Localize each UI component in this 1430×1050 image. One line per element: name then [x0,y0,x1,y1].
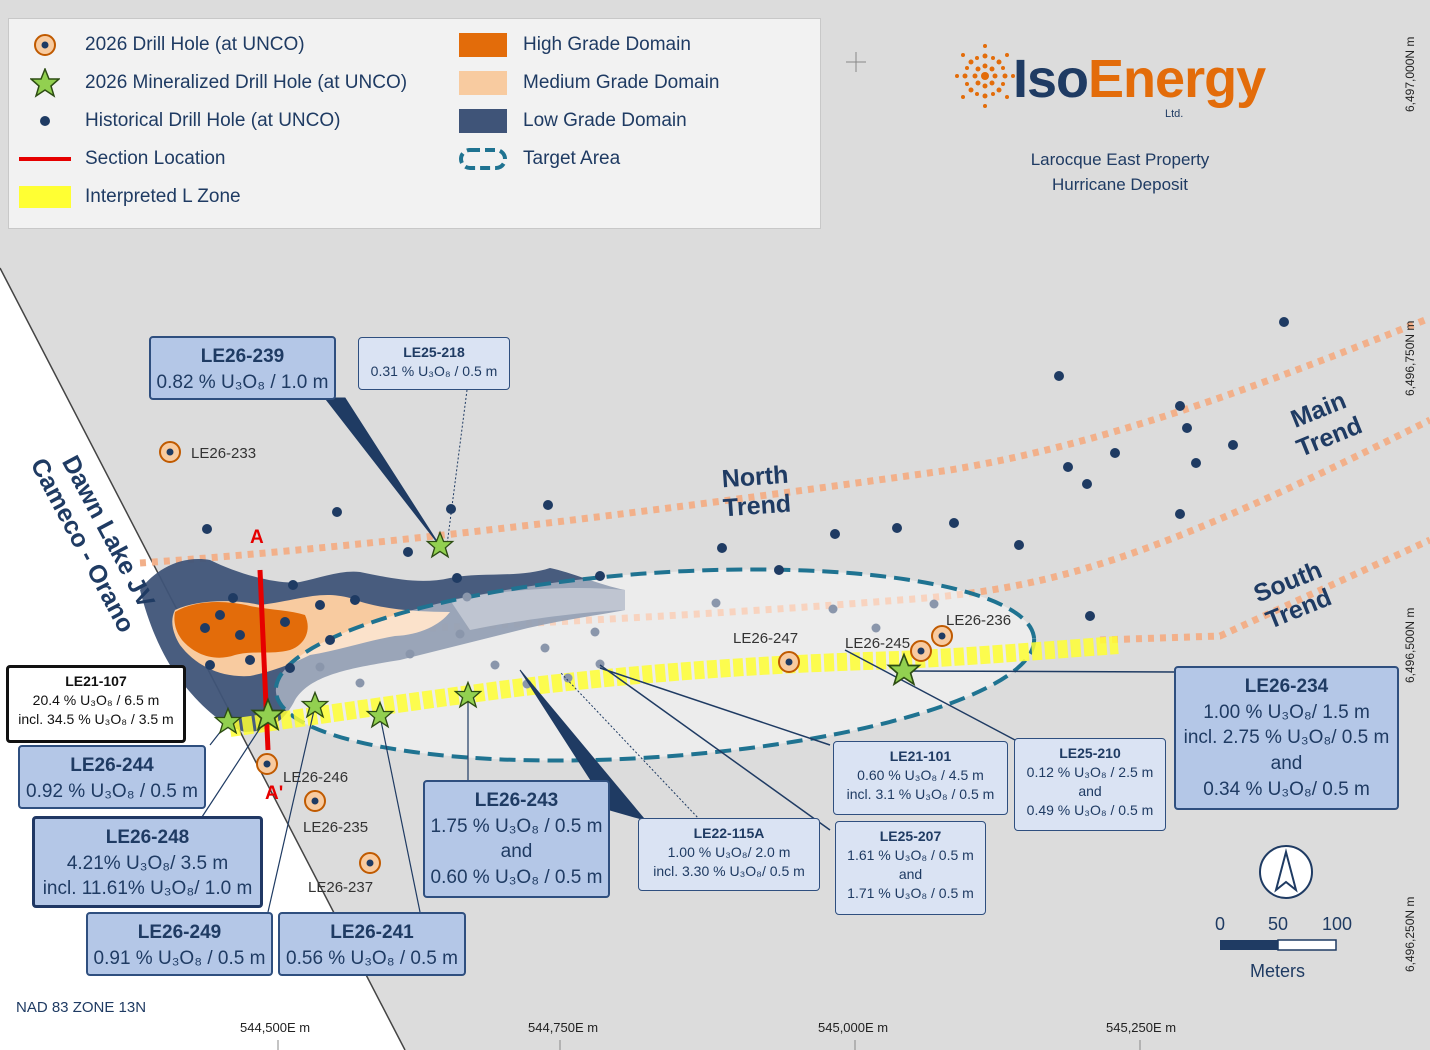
hole-label: LE26-245 [845,635,911,652]
legend-item-mineralized: 2026 Mineralized Drill Hole (at UNCO) [19,68,408,98]
deposit-name: Hurricane Deposit [1051,175,1189,194]
hole-label: LE26-237 [308,879,374,896]
callout-le22-115a: LE22-115A 1.00 % U₃O₈/ 2.0 m incl. 3.30 % … [638,818,820,891]
legend-item-target: Target Area [457,146,620,172]
logo-wordmark: IsoEnergy [1013,49,1266,109]
northing-label: 6,496,750N m [1403,320,1417,396]
legend-item-historical: Historical Drill Hole (at UNCO) [19,108,340,134]
callout-le26-239: LE26-239 0.82 % U₃O₈ / 1.0 m [149,336,336,400]
legend-label: High Grade Domain [523,34,691,55]
hole-label: LE26-235 [303,819,369,836]
legend-label: Historical Drill Hole (at UNCO) [85,110,341,131]
sunburst-icon [955,44,1015,108]
scale-tick: 100 [1322,914,1353,934]
callout-le26-248: LE26-248 4.21% U₃O₈/ 3.5 m incl. 11.61% U₃… [32,816,263,908]
legend-item-medium-grade: Medium Grade Domain [457,70,719,96]
green-star-icon [19,68,71,98]
scale-tick: 50 [1268,914,1289,934]
mineralized-holes [213,530,922,735]
l-zone [228,636,1119,737]
callout-le21-107: LE21-107 20.4 % U₃O₈ / 6.5 m incl. 34.5 % … [6,665,186,743]
datum-label: NAD 83 ZONE 13N [16,999,147,1016]
scale-tick: 0 [1215,914,1226,934]
high-grade-domain [174,602,308,658]
easting-label: 545,000E m [818,1020,889,1035]
scale-bar [1220,939,1337,951]
callout-le21-101: LE21-101 0.60 % U₃O₈ / 4.5 m incl. 3.1 % U… [833,741,1008,815]
legend-item-low-grade: Low Grade Domain [457,108,687,134]
section-end-label: A' [265,783,284,804]
isoenergy-logo: IsoEnergy Ltd. [955,38,1275,138]
callout-le26-241: LE26-241 0.56 % U₃O₈ / 0.5 m [278,912,466,976]
dashed-ellipse-icon [457,146,509,172]
peach-fill-icon [457,70,509,96]
hole-label: LE26-236 [946,612,1012,629]
north-trend-label: North Trend [720,460,792,523]
legend-label: Target Area [523,148,621,169]
navy-fill-icon [457,108,509,134]
scale-unit: Meters [1250,961,1306,981]
drill-holes-2026 [159,441,953,874]
legend-label: 2026 Mineralized Drill Hole (at UNCO) [85,72,408,93]
callout-le26-234: LE26-234 1.00 % U₃O₈/ 1.5 m incl. 2.75 % U… [1174,666,1399,810]
northing-label: 6,496,250N m [1403,896,1417,972]
navy-dot-icon [19,108,71,134]
callout-le25-210: LE25-210 0.12 % U₃O₈ / 2.5 m and 0.49 % U₃O… [1014,738,1166,831]
legend-label: Low Grade Domain [523,110,687,131]
legend: 2026 Drill Hole (at UNCO) 2026 Mineraliz… [8,18,821,229]
yellow-band-icon [19,184,71,210]
northing-label: 6,497,000N m [1403,36,1417,112]
callout-le25-207: LE25-207 1.61 % U₃O₈ / 0.5 m and 1.71 % U₃O… [835,821,986,915]
historical-holes [200,317,1289,673]
legend-item-high-grade: High Grade Domain [457,32,691,58]
hole-label: LE26-246 [283,769,349,786]
legend-item-section: Section Location [19,146,226,172]
section-start-label: A [250,527,264,548]
trend-lines [139,314,1430,644]
easting-label: 544,750E m [528,1020,599,1035]
legend-label: Interpreted L Zone [85,186,241,207]
callout-le26-244: LE26-244 0.92 % U₃O₈ / 0.5 m [18,745,206,809]
legend-label: 2026 Drill Hole (at UNCO) [85,34,305,55]
hole-label: LE26-247 [733,630,799,647]
legend-label: Section Location [85,148,226,169]
orange-target-icon [19,32,71,58]
red-line-icon [19,146,71,172]
historical-holes-faded [315,592,939,689]
legend-item-drill-hole: 2026 Drill Hole (at UNCO) [19,32,305,58]
leader-lines [199,389,1176,913]
callout-le26-249: LE26-249 0.91 % U₃O₈ / 0.5 m [86,912,273,976]
hole-label: LE26-233 [191,445,257,462]
logo-ltd: Ltd. [1165,108,1184,120]
legend-item-lzone: Interpreted L Zone [19,184,241,210]
easting-label: 544,500E m [240,1020,311,1035]
northing-label: 6,496,500N m [1403,607,1417,683]
grid-crosses [277,52,1141,1050]
property-name: Larocque East Property [1030,150,1210,169]
callout-le25-218: LE25-218 0.31 % U₃O₈ / 0.5 m [358,337,510,390]
orange-fill-icon [457,32,509,58]
north-arrow [1259,845,1313,899]
legend-label: Medium Grade Domain [523,72,720,93]
callout-le26-243: LE26-243 1.75 % U₃O₈ / 0.5 m and 0.60 % U₃O… [423,780,610,898]
easting-label: 545,250E m [1106,1020,1177,1035]
low-grade-domain-east [450,588,625,630]
